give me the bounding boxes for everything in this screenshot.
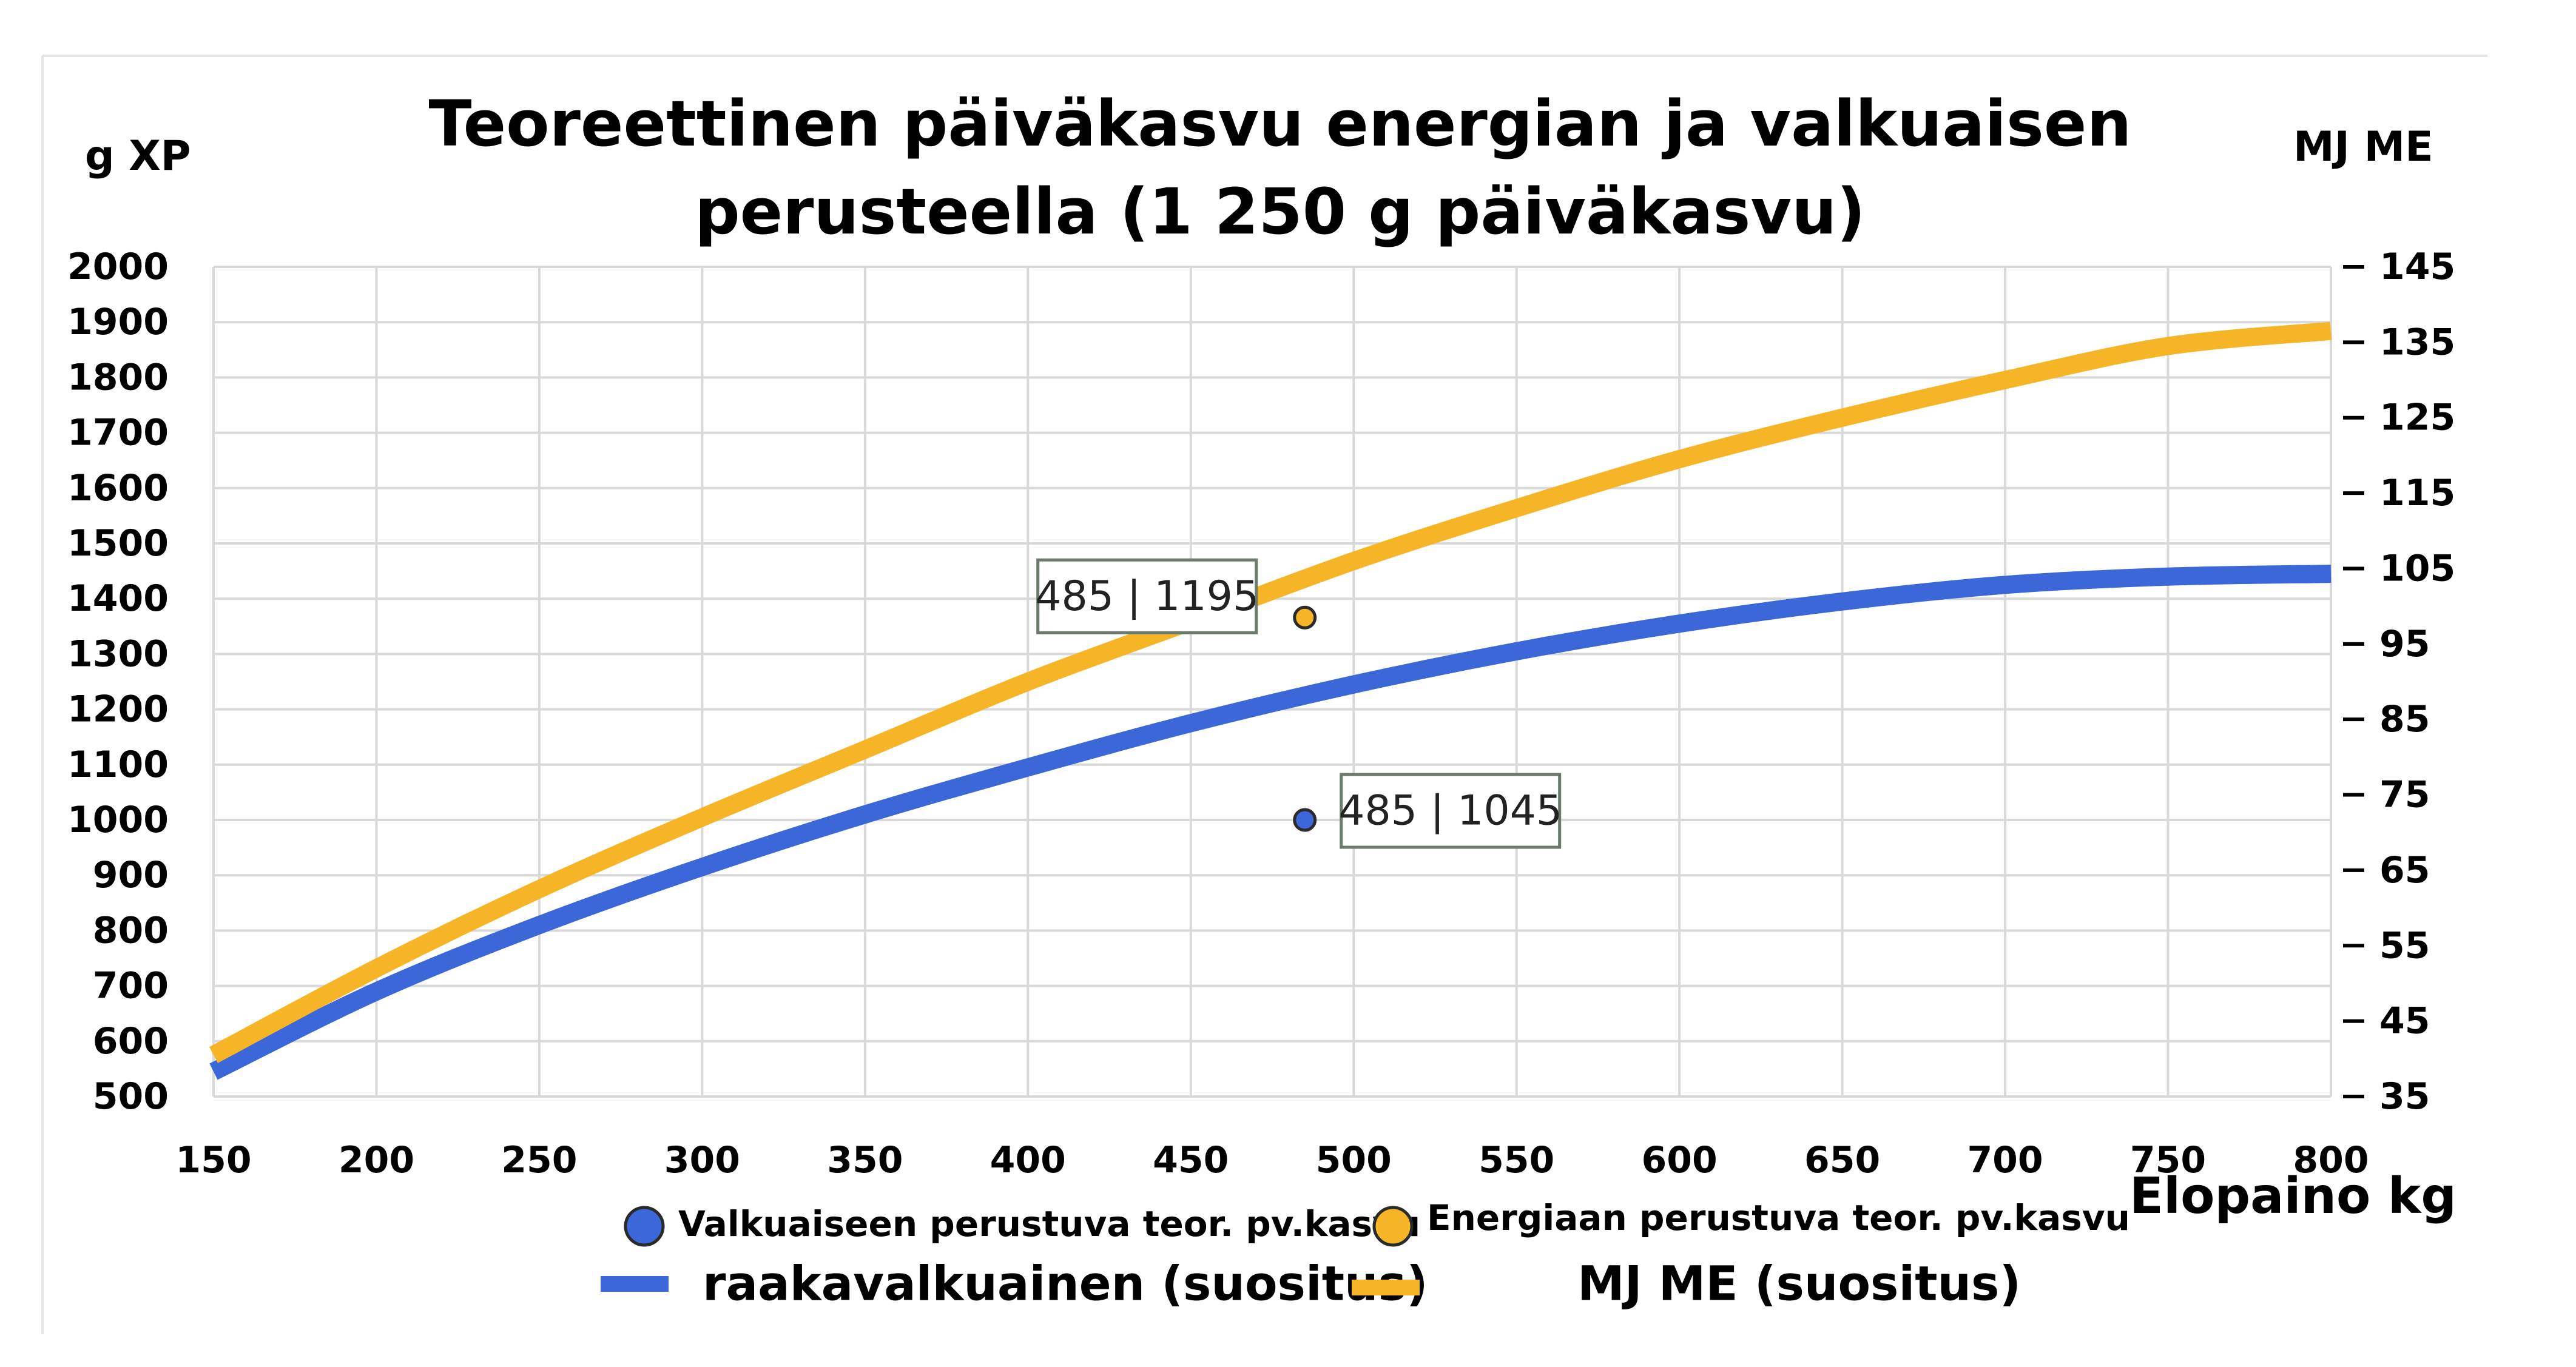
x-tick-label: 650 <box>1804 1139 1880 1181</box>
chart-title-line-1: Teoreettinen päiväkasvu energian ja valk… <box>429 87 2132 161</box>
x-tick-label: 550 <box>1479 1139 1554 1181</box>
points-layer: 485 | 1045 485 | 1195 <box>1035 558 1562 849</box>
legend-marker-protein-line <box>601 1276 669 1292</box>
x-axis-title: Elopaino kg <box>2129 1167 2456 1225</box>
legend-label-energy-point: Energiaan perustuva teor. pv.kasvu <box>1427 1197 2130 1238</box>
y-right-tick-label: 95 <box>2379 623 2430 665</box>
callout-label-energy: 485 | 1195 <box>1035 573 1259 620</box>
y-right-tick-label: 105 <box>2379 547 2455 589</box>
y-left-tick-label: 500 <box>93 1075 169 1118</box>
point-energy <box>1293 605 1317 630</box>
x-tick-label: 600 <box>1642 1139 1718 1181</box>
series-line-mj-me <box>209 321 2332 1063</box>
x-tick-label: 800 <box>2293 1139 2369 1181</box>
x-tick-label: 250 <box>501 1139 577 1181</box>
grid <box>41 55 2487 1334</box>
x-tick-label: 200 <box>339 1139 414 1181</box>
point-protein <box>1293 808 1317 832</box>
ticks-layer: 150 200 250 300 350 400 450 500 550 600 650 700 750 8… <box>67 246 2455 1181</box>
y-right-tick-label: 55 <box>2379 924 2430 967</box>
x-tick-label: 400 <box>990 1139 1066 1181</box>
y-left-tick-label: 900 <box>93 854 169 896</box>
y-left-tick-label: 1700 <box>67 412 169 454</box>
y-left-tick-label: 1600 <box>67 467 169 509</box>
callout-box-energy <box>1036 558 1258 634</box>
legend-label-protein-point: Valkuaiseen perustuva teor. pv.kasvu <box>678 1203 1420 1244</box>
x-tick-label: 300 <box>664 1139 740 1181</box>
x-tick-label: 750 <box>2130 1139 2206 1181</box>
legend-label-protein-line: raakavalkuainen (suositus) <box>703 1257 1428 1311</box>
x-tick-label: 700 <box>1967 1139 2043 1181</box>
y-left-tick-label: 800 <box>93 909 169 952</box>
x-tick-label: 350 <box>827 1139 903 1181</box>
y-axis-right-title: MJ ME <box>2293 123 2433 171</box>
y-left-tick-label: 700 <box>93 965 169 1007</box>
y-right-tick-label: 125 <box>2379 397 2455 439</box>
callout-box-protein <box>1340 773 1562 849</box>
y-axis-left-title: g XP <box>85 132 191 180</box>
y-right-tick-label: 65 <box>2379 849 2430 892</box>
y-right-tick-label: 145 <box>2379 246 2455 288</box>
y-left-tick-label: 1200 <box>67 688 169 731</box>
y-left-tick-label: 1000 <box>67 799 169 841</box>
legend-label-energy-line: MJ ME (suositus) <box>1577 1257 2021 1311</box>
y-right-tick-label: 85 <box>2379 698 2430 741</box>
legend-marker-energy-point <box>1372 1206 1414 1247</box>
y-left-tick-label: 1900 <box>67 301 169 343</box>
y-right-tick-label: 75 <box>2379 774 2430 816</box>
legend-marker-protein-point <box>624 1206 665 1247</box>
x-tick-label: 150 <box>175 1139 251 1181</box>
y-left-tick-label: 1500 <box>67 522 169 565</box>
y-left-tick-label: 1100 <box>67 744 169 786</box>
callout-label-protein: 485 | 1045 <box>1338 787 1562 835</box>
y-left-tick-label: 600 <box>93 1020 169 1063</box>
y-left-tick-label: 1800 <box>67 356 169 398</box>
series-line-raakavalkuainen <box>209 565 2332 1080</box>
x-tick-label: 450 <box>1153 1139 1229 1181</box>
y-left-tick-label: 2000 <box>67 246 169 288</box>
y-left-tick-label: 1300 <box>67 633 169 675</box>
chart-title-line-2: perusteella (1 250 g päiväkasvu) <box>695 175 1866 249</box>
y-right-tick-label: 35 <box>2379 1075 2430 1118</box>
y-right-tick-label: 45 <box>2379 1000 2430 1043</box>
y-left-tick-label: 1400 <box>67 577 169 620</box>
x-tick-label: 500 <box>1316 1139 1392 1181</box>
y-right-tick-label: 115 <box>2379 472 2455 514</box>
series-layer <box>209 321 2332 1080</box>
y-right-tick-label: 135 <box>2379 321 2455 363</box>
legend-marker-energy-line <box>1352 1280 1420 1295</box>
